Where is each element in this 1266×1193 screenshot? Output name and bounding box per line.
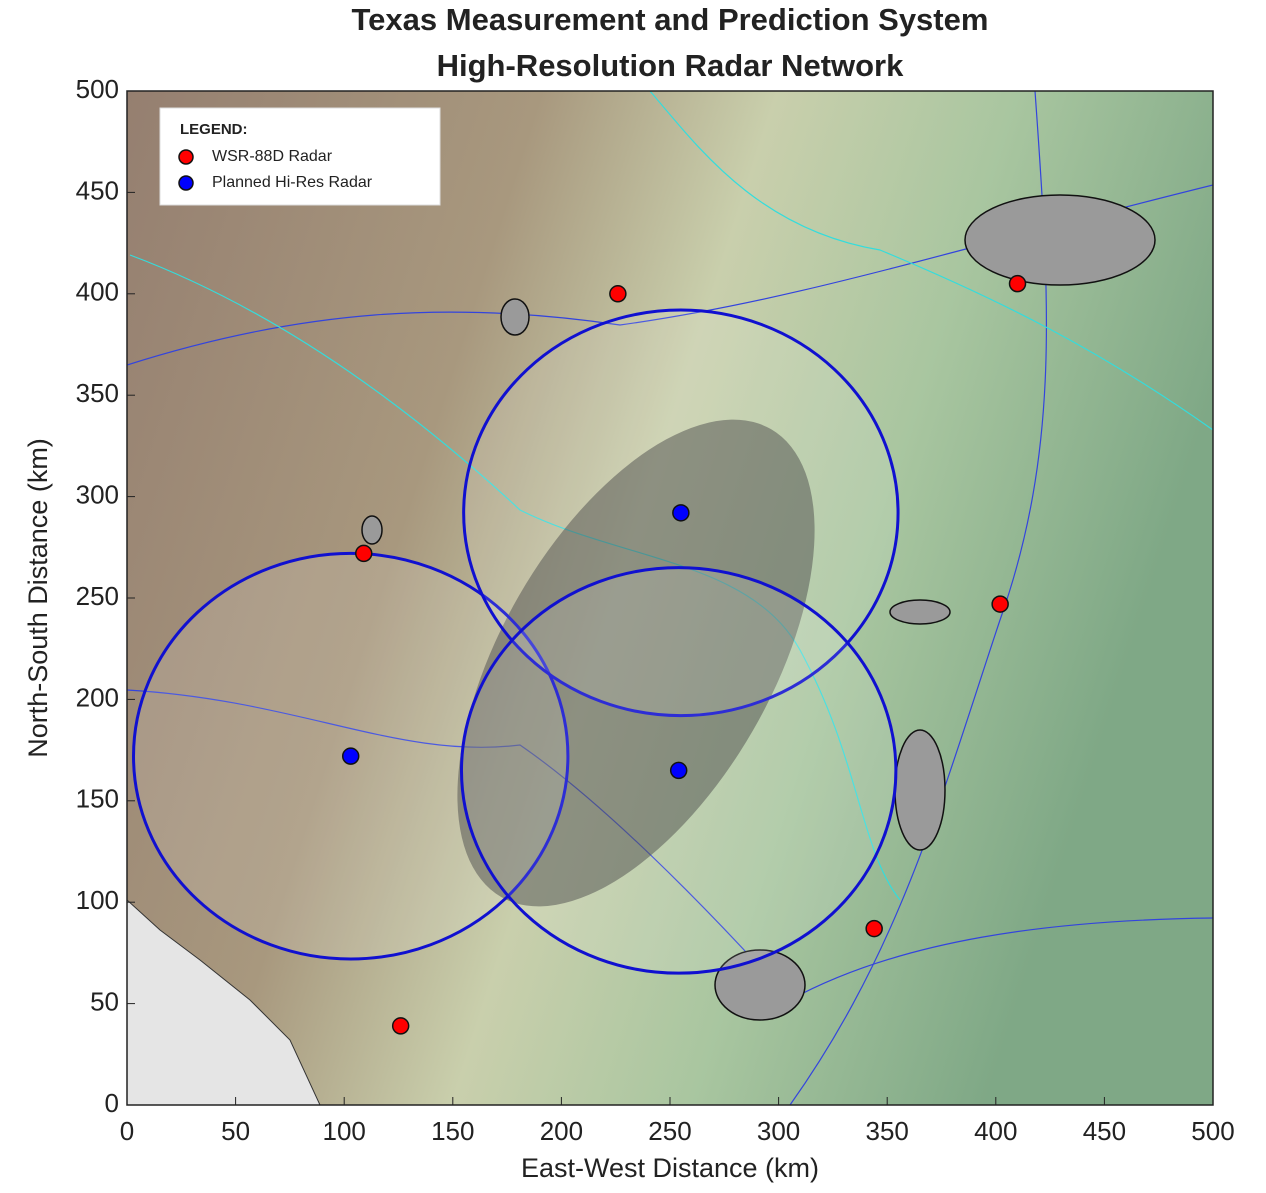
radar-point [866, 921, 882, 937]
y-tick-label: 200 [76, 682, 119, 712]
radar-point [671, 762, 687, 778]
y-axis-label: North-South Distance (km) [23, 438, 53, 758]
y-tick-label: 150 [76, 784, 119, 814]
x-tick-label: 100 [323, 1116, 366, 1146]
radar-point [343, 748, 359, 764]
x-tick-label: 350 [866, 1116, 909, 1146]
x-tick-label: 150 [431, 1116, 474, 1146]
y-tick-label: 450 [76, 175, 119, 205]
legend: LEGEND: WSR-88D Radar Planned Hi-Res Rada… [160, 108, 440, 205]
y-tick-label: 300 [76, 479, 119, 509]
x-tick-label: 50 [221, 1116, 250, 1146]
y-tick-label: 100 [76, 885, 119, 915]
legend-title: LEGEND: [180, 121, 248, 138]
x-tick-label: 250 [648, 1116, 691, 1146]
legend-label: WSR-88D Radar [212, 148, 333, 165]
x-tick-label: 200 [540, 1116, 583, 1146]
radar-point [393, 1018, 409, 1034]
radar-point [673, 505, 689, 521]
x-tick-label: 450 [1083, 1116, 1126, 1146]
legend-marker [179, 150, 193, 164]
y-tick-label: 500 [76, 74, 119, 104]
x-tick-label: 0 [120, 1116, 134, 1146]
x-tick-label: 400 [974, 1116, 1017, 1146]
y-tick-label: 350 [76, 378, 119, 408]
radar-point [610, 286, 626, 302]
x-tick-label: 500 [1191, 1116, 1234, 1146]
legend-label: Planned Hi-Res Radar [212, 174, 373, 191]
y-tick-label: 400 [76, 277, 119, 307]
chart-title: Texas Measurement and Prediction System [352, 2, 989, 37]
chart: Texas Measurement and Prediction System … [0, 0, 1266, 1188]
radar-point [356, 545, 372, 561]
legend-marker [179, 176, 193, 190]
x-tick-label: 300 [757, 1116, 800, 1146]
y-tick-label: 50 [90, 986, 119, 1016]
y-tick-label: 0 [105, 1088, 119, 1118]
y-tick-label: 250 [76, 581, 119, 611]
chart-title: High-Resolution Radar Network [437, 48, 905, 83]
radar-point [992, 596, 1008, 612]
radar-point [1010, 276, 1026, 292]
x-axis-label: East-West Distance (km) [521, 1153, 819, 1183]
